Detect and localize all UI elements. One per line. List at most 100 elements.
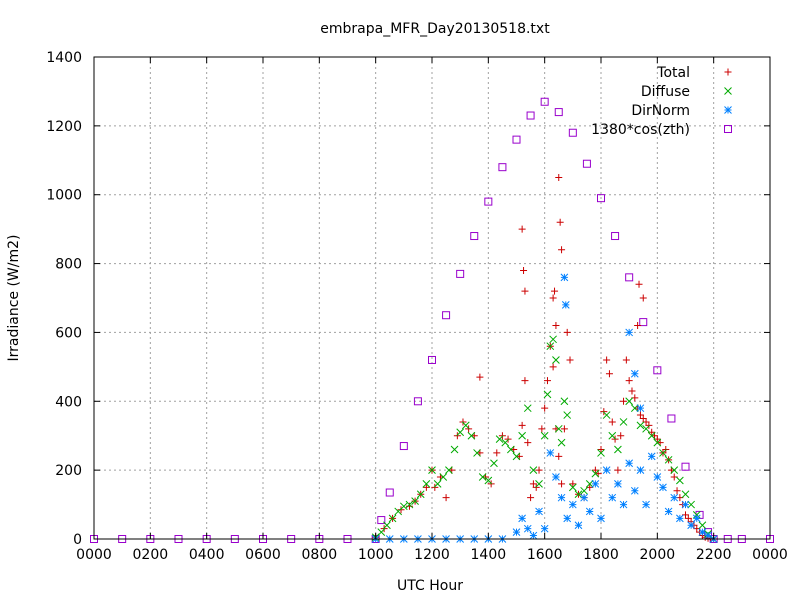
data-point: [518, 514, 526, 523]
data-point: [557, 438, 566, 447]
data-point: [602, 466, 611, 474]
data-point: [540, 524, 549, 533]
data-point: [399, 502, 408, 511]
x-tick-label: 0600: [245, 547, 281, 563]
data-point: [673, 487, 681, 495]
data-point: [498, 163, 507, 172]
data-point: [628, 387, 636, 395]
data-point: [667, 414, 676, 423]
data-point: [620, 397, 628, 405]
data-point: [659, 449, 667, 457]
y-tick-label: 800: [55, 257, 82, 273]
data-point: [585, 507, 594, 516]
data-point: [558, 246, 566, 254]
data-point: [549, 294, 557, 302]
data-point: [555, 174, 563, 181]
data-point: [608, 431, 617, 440]
y-tick-label: 200: [55, 463, 82, 479]
x-tick-label: 1800: [583, 547, 619, 563]
legend-marker: [724, 68, 732, 76]
data-point: [473, 449, 481, 457]
ticks: [93, 56, 771, 540]
x-tick-label: 1000: [358, 547, 394, 563]
data-point: [580, 493, 588, 502]
y-tick-label: 0: [73, 532, 82, 548]
data-point: [630, 369, 639, 378]
data-point: [634, 322, 642, 330]
data-point: [552, 322, 560, 330]
data-point: [501, 438, 510, 447]
x-tick-label: 0400: [189, 547, 225, 563]
data-point: [546, 449, 555, 457]
x-tick-label: 1600: [527, 547, 563, 563]
data-point: [636, 421, 645, 430]
data-point: [476, 373, 484, 381]
data-point: [625, 459, 634, 468]
data-point: [377, 516, 386, 525]
data-point: [566, 356, 574, 364]
x-tick-label: 0200: [133, 547, 169, 563]
data-point: [676, 514, 684, 523]
data-point: [383, 521, 391, 530]
y-tick-label: 600: [55, 325, 82, 341]
data-point: [546, 342, 555, 351]
data-point: [456, 269, 465, 278]
data-point: [597, 194, 605, 203]
data-point: [614, 466, 622, 474]
data-point: [642, 424, 650, 433]
x-tick-label: 1400: [471, 547, 507, 563]
y-tick-label: 1400: [46, 50, 82, 66]
data-point: [535, 466, 543, 474]
data-point: [597, 449, 605, 457]
data-point: [535, 507, 543, 516]
legend-label: Total: [656, 65, 690, 81]
data-point: [611, 232, 620, 241]
data-point: [495, 435, 504, 444]
data-point: [535, 480, 543, 488]
data-point: [687, 521, 695, 530]
data-point: [608, 418, 616, 426]
legend-marker: [724, 125, 732, 133]
data-point: [574, 490, 583, 499]
data-point: [603, 356, 611, 364]
x-tick-label: 1200: [414, 547, 450, 563]
x-tick-label: 0000: [76, 547, 112, 563]
data-point: [659, 483, 667, 492]
data-point: [518, 431, 526, 440]
data-point: [526, 111, 535, 120]
data-point: [608, 493, 617, 502]
data-point: [551, 287, 559, 295]
data-point: [630, 404, 639, 413]
grid: [94, 57, 770, 539]
data-point: [558, 480, 566, 488]
data-point: [653, 473, 662, 481]
data-point: [591, 480, 600, 488]
data-point: [580, 486, 588, 495]
data-point: [518, 225, 526, 233]
data-point: [552, 356, 560, 364]
x-tick-label: 2000: [640, 547, 676, 563]
data-point: [563, 328, 571, 336]
data-point: [664, 507, 673, 516]
data-point: [563, 514, 572, 523]
data-point: [670, 493, 679, 502]
data-point: [681, 462, 690, 471]
data-point: [617, 432, 625, 440]
data-point: [636, 466, 645, 474]
data-point: [484, 476, 493, 485]
data-point: [540, 97, 549, 106]
data-point: [653, 366, 662, 375]
data-point: [523, 404, 532, 413]
legend-label: 1380*cos(zth): [591, 122, 690, 138]
series-3: [90, 97, 774, 543]
data-point: [639, 318, 648, 327]
data-point: [561, 301, 570, 309]
x-tick-label: 2200: [696, 547, 732, 563]
data-point: [569, 480, 577, 488]
data-point: [647, 431, 656, 440]
data-point: [625, 273, 634, 282]
data-point: [422, 480, 431, 488]
data-point: [704, 531, 712, 540]
data-point: [568, 500, 577, 509]
y-axis-label: Irradiance (W/m2): [6, 235, 22, 362]
